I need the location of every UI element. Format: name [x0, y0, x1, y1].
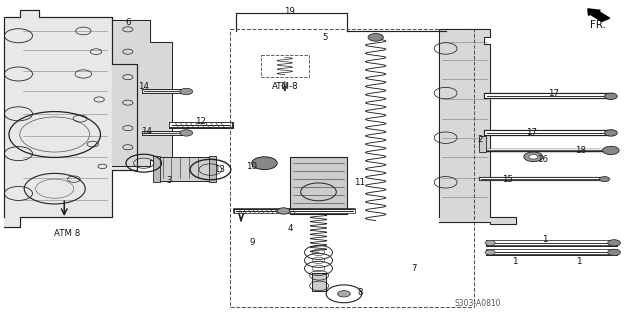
Circle shape [608, 240, 620, 246]
Circle shape [603, 146, 619, 155]
Text: ATM 8: ATM 8 [54, 229, 80, 238]
Bar [261, 55, 309, 77]
Text: 2: 2 [478, 135, 483, 144]
Text: ATM-8: ATM-8 [271, 82, 298, 91]
Bar [312, 273, 326, 291]
Text: S303-A0810: S303-A0810 [454, 299, 501, 308]
Circle shape [180, 130, 192, 136]
Text: 15: 15 [503, 175, 513, 184]
Text: 9: 9 [249, 238, 254, 247]
Text: 11: 11 [354, 178, 365, 187]
Text: 3: 3 [166, 176, 172, 185]
Polygon shape [112, 17, 173, 166]
Circle shape [599, 177, 610, 182]
Circle shape [338, 291, 350, 297]
Circle shape [605, 93, 617, 100]
Text: 17: 17 [548, 89, 559, 98]
Circle shape [485, 240, 495, 245]
Circle shape [605, 130, 617, 136]
Text: 1: 1 [512, 258, 517, 267]
Bar [154, 156, 160, 182]
Circle shape [529, 155, 538, 159]
Polygon shape [440, 29, 515, 224]
Circle shape [608, 249, 620, 256]
Text: 19: 19 [285, 7, 296, 16]
Text: 14: 14 [141, 127, 152, 136]
Text: 8: 8 [357, 288, 362, 297]
Text: 1: 1 [542, 235, 548, 244]
Text: 13: 13 [215, 165, 225, 174]
Bar [478, 136, 486, 152]
Text: 18: 18 [575, 146, 586, 155]
Polygon shape [4, 10, 138, 227]
Bar [157, 157, 210, 181]
Text: 4: 4 [287, 224, 292, 233]
Bar [209, 156, 215, 182]
Text: 10: 10 [247, 162, 257, 171]
Text: 12: 12 [196, 117, 206, 126]
Circle shape [180, 88, 192, 95]
Bar [229, 29, 474, 307]
Text: 7: 7 [411, 264, 417, 273]
Circle shape [485, 250, 495, 255]
Circle shape [277, 208, 290, 214]
Text: 14: 14 [138, 82, 149, 91]
FancyArrow shape [588, 9, 610, 21]
Text: 1: 1 [576, 258, 582, 267]
Circle shape [524, 152, 543, 162]
Circle shape [368, 34, 383, 41]
Text: 17: 17 [526, 128, 537, 137]
Text: 5: 5 [322, 33, 327, 42]
Text: FR.: FR. [590, 20, 606, 29]
Text: 16: 16 [537, 156, 548, 164]
Circle shape [252, 157, 277, 170]
Text: 6: 6 [125, 19, 131, 28]
Bar [290, 157, 347, 214]
